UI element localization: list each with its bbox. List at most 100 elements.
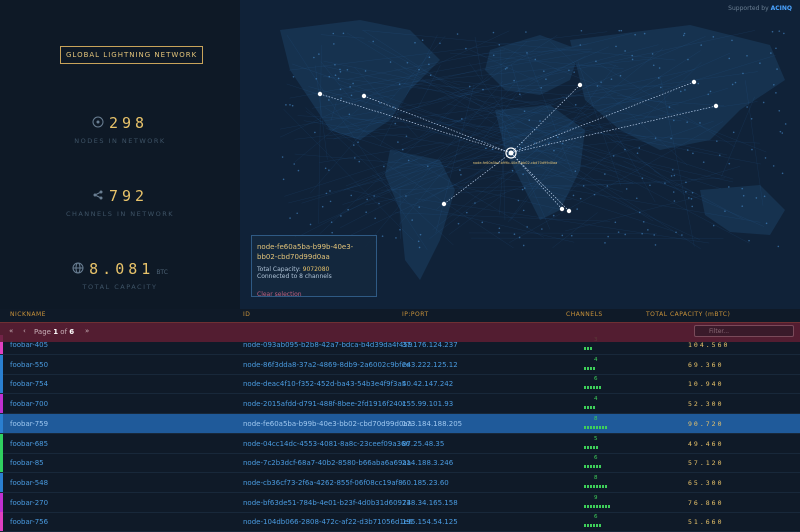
node-id: node-093ab095-b2b8-42a7-bdca-b4d39da4f45… — [243, 341, 412, 349]
map-node — [285, 104, 287, 106]
map-node — [634, 34, 636, 36]
page-info: Page 1 of 6 — [34, 328, 74, 336]
map-node — [573, 195, 575, 197]
ip-port: 40.42.147.242 — [402, 380, 453, 388]
hub-node — [560, 207, 564, 211]
map-node — [707, 94, 709, 96]
hub-node — [692, 80, 696, 84]
map-node — [333, 43, 335, 45]
prev-page[interactable]: ‹ — [23, 327, 26, 335]
channel-segment — [590, 485, 592, 488]
map-node — [418, 206, 420, 208]
map-node — [512, 170, 514, 172]
column-header[interactable]: NICKNAME — [10, 311, 46, 318]
map-node — [395, 237, 397, 239]
map-node — [653, 234, 655, 236]
map-node — [632, 59, 634, 61]
map-node — [427, 165, 429, 167]
column-header[interactable]: TOTAL CAPACITY (mBTC) — [646, 311, 730, 318]
map-node — [379, 102, 381, 104]
map-node — [773, 165, 775, 167]
map-node — [655, 244, 657, 246]
map-node — [293, 76, 295, 78]
map-node — [594, 194, 596, 196]
map-node — [523, 245, 525, 247]
channel-segment — [596, 465, 598, 468]
stats-panel: GLOBAL LIGHTNING NETWORK 298 NODES IN NE… — [0, 0, 240, 310]
stat-value: 792 — [109, 187, 148, 205]
channel-segment — [584, 524, 586, 527]
map-node — [655, 137, 657, 139]
channel-segment — [590, 386, 592, 389]
brand-link[interactable]: ACINQ — [771, 5, 792, 12]
last-page[interactable]: » — [85, 327, 89, 335]
map-node — [352, 83, 354, 85]
map-node — [289, 104, 291, 106]
map-node — [481, 222, 483, 224]
map-node — [652, 53, 654, 55]
filter-input[interactable]: Filter... — [694, 325, 794, 337]
map-node — [296, 212, 298, 214]
map-node — [419, 247, 421, 249]
channel-segment — [596, 505, 598, 508]
table-row[interactable]: foobar-550 node-86f3dda8-37a2-4869-8db9-2… — [0, 355, 800, 375]
first-page[interactable]: « — [9, 327, 13, 335]
map-node — [759, 62, 761, 64]
map-node — [414, 42, 416, 44]
map-node — [751, 149, 753, 151]
map-node — [713, 225, 715, 227]
hub-node — [578, 83, 582, 87]
row-stripe — [0, 473, 3, 492]
stat-channels: 792 CHANNELS IN NETWORK — [0, 186, 240, 218]
map-node — [399, 83, 401, 85]
channel-segment — [605, 426, 607, 429]
map-node — [647, 229, 649, 231]
map-node — [649, 184, 651, 186]
next-page[interactable]: › — [71, 327, 74, 335]
map-node — [775, 92, 777, 94]
channel-segment — [605, 485, 607, 488]
column-header[interactable]: IP:PORT — [402, 311, 429, 318]
map-node — [636, 197, 638, 199]
map-node — [660, 87, 662, 89]
map-node — [756, 197, 758, 199]
channel-segment — [590, 426, 592, 429]
nickname: foobar-685 — [10, 440, 48, 448]
clear-selection[interactable]: Clear selection — [257, 291, 371, 298]
map-node — [526, 226, 528, 228]
map-node — [329, 190, 331, 192]
map-node — [382, 235, 384, 237]
map-node — [378, 203, 380, 205]
row-stripe — [0, 374, 3, 393]
map-node — [292, 105, 294, 107]
column-header[interactable]: CHANNELS — [566, 311, 603, 318]
nickname: foobar-550 — [10, 361, 48, 369]
map-node — [545, 78, 547, 80]
map-node — [731, 40, 733, 42]
map-node — [457, 33, 459, 35]
map-node — [418, 69, 420, 71]
map-node — [746, 55, 748, 57]
capacity: 49.460 — [688, 440, 723, 448]
hub-node — [362, 94, 366, 98]
channels-count: 5 — [594, 436, 598, 442]
map-node — [674, 175, 676, 177]
channel-segment — [587, 465, 589, 468]
tooltip-channels: Connected to 8 channels — [257, 273, 371, 280]
current-page: 1 — [53, 328, 58, 336]
map-node — [653, 64, 655, 66]
node-id: node-86f3dda8-37a2-4869-8db9-2a6002c9bfe… — [243, 361, 410, 369]
column-header[interactable]: ID — [243, 311, 250, 318]
channel-segment — [584, 446, 586, 449]
map-node — [624, 149, 626, 151]
map-node — [334, 64, 336, 66]
map-node — [575, 170, 577, 172]
